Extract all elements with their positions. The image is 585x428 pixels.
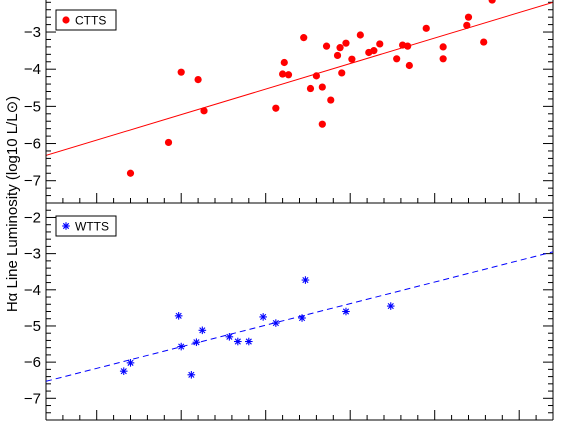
data-point <box>192 338 201 347</box>
data-point-stroke-d2 <box>342 308 350 315</box>
data-point <box>284 71 293 79</box>
panel-1: −7 −6 −5 −4 −3 CTTS <box>24 0 554 204</box>
data-point <box>245 337 253 346</box>
data-point <box>174 312 183 320</box>
data-point <box>272 104 280 112</box>
y-tick-label: −5 <box>24 98 41 115</box>
fit-line <box>46 1 553 156</box>
data-point <box>404 42 412 50</box>
data-point-stroke-d2 <box>188 371 195 378</box>
y-tick-label: −7 <box>24 173 41 190</box>
data-point <box>370 47 378 55</box>
data-point <box>348 55 356 63</box>
data-point <box>187 370 196 379</box>
data-point-stroke-d2 <box>272 319 279 327</box>
data-point <box>306 84 315 93</box>
data-point <box>164 138 173 147</box>
y-axis-label: Hα Line Luminosity (log10 L/L⊙) <box>4 96 21 312</box>
data-point <box>463 21 471 29</box>
data-point <box>272 319 280 327</box>
y-tick-label: −6 <box>24 354 41 371</box>
data-point <box>488 0 496 4</box>
legend-box <box>55 9 117 31</box>
fit-line <box>46 251 553 382</box>
y-tick-label: −4 <box>24 282 41 299</box>
legend-marker <box>62 222 70 230</box>
y-tick-label: −5 <box>24 318 41 335</box>
data-point-stroke-d2 <box>193 339 200 346</box>
legend: WTTS <box>55 215 117 237</box>
data-point-stroke-d2 <box>298 314 306 322</box>
data-point <box>234 337 242 346</box>
data-point-stroke-d2 <box>387 302 394 310</box>
legend-label: CTTS <box>75 14 106 28</box>
data-point <box>336 44 344 52</box>
data-point <box>119 367 128 375</box>
data-point <box>312 72 320 80</box>
data-point-stroke-d2 <box>226 333 233 340</box>
data-point-stroke-d2 <box>175 312 182 319</box>
legend: CTTS <box>55 9 117 31</box>
legend-marker-stroke-d2 <box>62 222 70 230</box>
data-point <box>126 359 135 367</box>
y-tick-label: −4 <box>24 61 41 78</box>
y-tick-label: −6 <box>24 136 41 153</box>
data-point <box>177 342 185 351</box>
data-point <box>318 120 326 128</box>
y-tick-label: −3 <box>24 246 41 263</box>
data-point <box>327 96 335 104</box>
data-point <box>322 42 331 50</box>
legend-label: WTTS <box>75 220 109 234</box>
data-point <box>338 69 346 77</box>
data-point <box>279 70 287 78</box>
data-point <box>194 76 202 84</box>
data-point <box>298 314 306 322</box>
data-point-stroke-d2 <box>245 338 252 345</box>
data-point <box>280 58 288 67</box>
data-point <box>342 39 350 47</box>
legend-box <box>55 215 117 237</box>
data-point <box>318 83 326 91</box>
data-point-stroke-d2 <box>199 327 206 334</box>
data-point <box>259 313 267 321</box>
data-point <box>333 51 342 60</box>
data-point-stroke-d2 <box>302 276 309 284</box>
data-point-stroke-d2 <box>120 368 127 375</box>
data-point-stroke-d2 <box>260 313 267 321</box>
data-point <box>422 24 430 32</box>
data-point <box>200 107 208 115</box>
data-point <box>300 34 308 42</box>
data-point <box>301 276 310 284</box>
data-point <box>177 68 185 76</box>
data-point-stroke-d2 <box>178 343 185 350</box>
data-point <box>356 31 364 39</box>
data-point <box>439 43 447 51</box>
data-point <box>439 55 447 63</box>
data-point <box>225 333 234 341</box>
data-point <box>405 61 413 70</box>
data-point <box>342 307 350 316</box>
data-point <box>393 55 401 63</box>
data-point <box>464 13 473 21</box>
data-point-stroke-d2 <box>127 359 134 366</box>
data-point <box>198 326 207 335</box>
y-tick-label: −2 <box>24 209 41 226</box>
data-point <box>126 169 135 177</box>
y-tick-label: −3 <box>24 24 41 41</box>
data-point <box>480 38 488 46</box>
panels: −7−6−5−4−3CTTS−7−6−5−4−3−2−7−6−5−4−3−2WT… <box>24 0 554 428</box>
data-point <box>376 40 384 48</box>
data-point-stroke-d2 <box>234 338 241 345</box>
data-point <box>386 302 395 310</box>
legend-marker <box>62 16 70 24</box>
y-tick-label: −7 <box>24 390 41 407</box>
